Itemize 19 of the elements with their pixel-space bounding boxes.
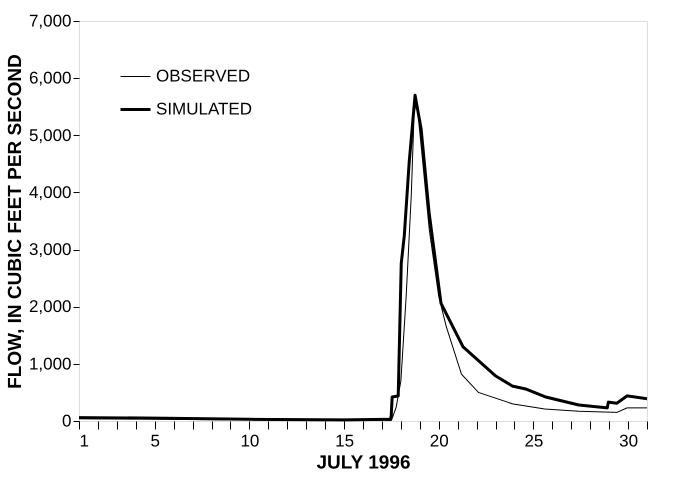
- x-tick-label: 5: [150, 432, 160, 450]
- x-tick-label: 20: [430, 432, 449, 450]
- legend-label: OBSERVED: [156, 66, 250, 86]
- x-tick-label: 25: [524, 432, 544, 450]
- y-tick-label: 4,000: [28, 182, 72, 202]
- y-tick-label: 0: [62, 412, 72, 430]
- y-tick-label: 1,000: [28, 354, 72, 374]
- y-tick-label: 5,000: [28, 126, 72, 145]
- x-tick-label: 15: [335, 432, 354, 450]
- x-tick-label: 10: [240, 432, 260, 450]
- y-tick-label: 6,000: [28, 68, 72, 88]
- y-axis-title: FLOW, IN CUBIC FEET PER SECOND: [4, 54, 26, 389]
- y-tick-label: 7,000: [28, 12, 72, 30]
- x-axis-title: JULY 1996: [316, 452, 411, 474]
- legend-label: SIMULATED: [156, 100, 252, 118]
- y-tick-label: 2,000: [28, 297, 72, 316]
- x-tick-label: 1: [80, 432, 89, 450]
- y-tick-label: 3,000: [28, 240, 72, 260]
- x-tick-label: 30: [619, 432, 638, 450]
